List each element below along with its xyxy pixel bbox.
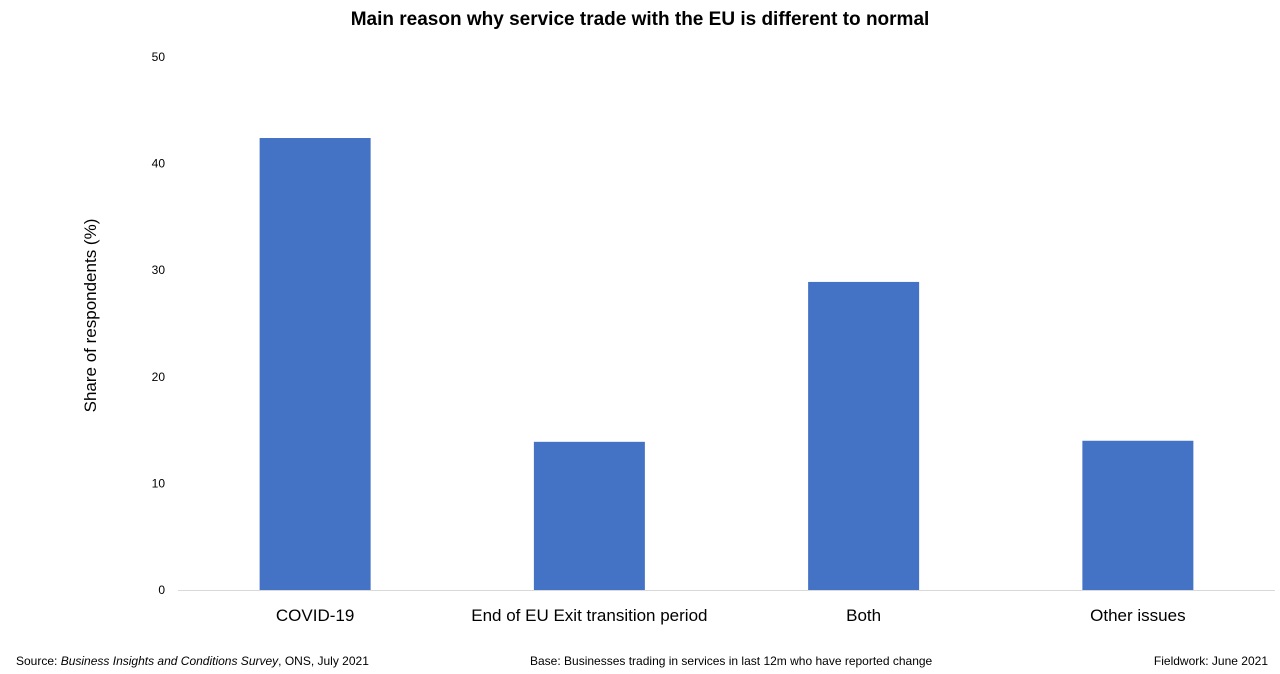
source-prefix: Source: (16, 654, 61, 668)
y-tick-label: 50 (152, 50, 166, 64)
y-tick-label: 40 (152, 157, 166, 171)
base-note: Base: Businesses trading in services in … (530, 654, 933, 668)
x-tick-label: Other issues (1090, 606, 1185, 625)
y-tick-label: 20 (152, 370, 166, 384)
source-note: Source: Business Insights and Conditions… (16, 654, 369, 668)
y-tick-label: 0 (158, 583, 165, 597)
y-axis-label: Share of respondents (%) (81, 219, 100, 413)
chart-title: Main reason why service trade with the E… (350, 9, 930, 30)
y-tick-label: 10 (152, 476, 166, 490)
fieldwork-note: Fieldwork: June 2021 (1153, 654, 1268, 668)
x-tick-label: COVID-19 (276, 606, 354, 625)
bar-other-issues (1082, 440, 1194, 590)
source-suffix: , ONS, July 2021 (278, 654, 369, 668)
bar-covid-19 (259, 138, 371, 591)
bar-both (808, 281, 920, 590)
source-title: Business Insights and Conditions Survey (60, 654, 279, 668)
x-tick-label: End of EU Exit transition period (471, 606, 707, 625)
y-tick-label: 30 (152, 263, 166, 277)
x-tick-label: Both (846, 606, 881, 625)
bar-end-of-eu-exit-transition-period (533, 441, 645, 590)
